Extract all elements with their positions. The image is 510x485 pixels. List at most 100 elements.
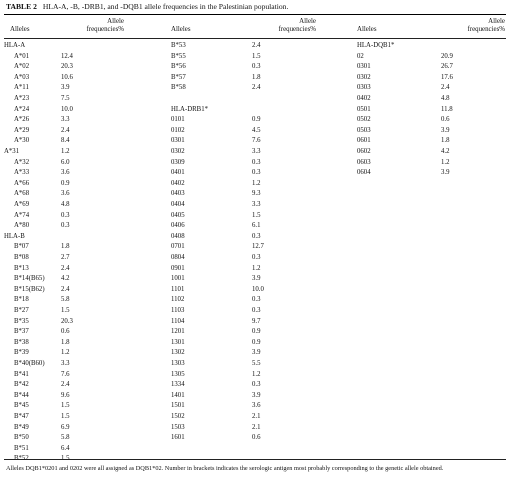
allele-frequency: 3.9	[441, 126, 450, 134]
allele-frequency: 4.5	[252, 126, 261, 134]
allele-name: 0403	[171, 190, 185, 198]
allele-name: 0406	[171, 222, 185, 230]
allele-frequency: 7.6	[61, 370, 70, 378]
table-row: 0102 4.5	[171, 126, 321, 137]
allele-frequency: 2.4	[61, 381, 70, 389]
allele-frequency: 1.2	[252, 264, 261, 272]
top-rule	[4, 14, 506, 15]
bottom-rule	[4, 459, 506, 460]
allele-frequency: 0.6	[441, 116, 450, 124]
allele-name: B*51	[14, 444, 29, 452]
allele-frequency: 20.3	[61, 317, 73, 325]
allele-name: B*49	[14, 423, 29, 431]
allele-frequency: 5.8	[61, 434, 70, 442]
table-row: 1201 0.9	[171, 327, 321, 338]
allele-name: 0602	[357, 148, 371, 155]
allele-name: HLA-A	[4, 42, 26, 49]
table-row: B*52 1.5	[4, 454, 154, 465]
table-row: A*32 6.0	[4, 158, 154, 169]
table-row: 0302 17.6	[357, 73, 507, 84]
allele-frequency: 2.4	[252, 84, 261, 92]
allele-frequency: 0.3	[252, 232, 261, 240]
allele-frequency: 3.3	[252, 201, 261, 208]
table-row: A*01 12.4	[4, 52, 154, 63]
allele-frequency: 7.6	[252, 137, 261, 145]
table-row: 1401 3.9	[171, 391, 321, 402]
col1-header-freq-line2: frequencies%	[86, 26, 125, 33]
table-row: A*68 3.6	[4, 189, 154, 200]
allele-name: HLA-DRB1*	[171, 105, 209, 113]
table-row: 0604 3.9	[357, 168, 507, 179]
table-row: 0501 11.8	[357, 105, 507, 116]
allele-frequency: 9.6	[61, 391, 70, 399]
allele-name: A*68	[14, 190, 30, 198]
allele-name: 0302	[357, 73, 371, 81]
allele-frequency: 8.4	[61, 137, 70, 145]
allele-name: 1201	[171, 328, 185, 336]
table-row: B*14(B65) 4.2	[4, 274, 154, 285]
allele-frequency: 1.2	[252, 179, 261, 187]
table-row	[171, 94, 321, 105]
table-row: 1103 0.3	[171, 306, 321, 317]
allele-frequency: 10.0	[252, 285, 264, 293]
header-rule	[4, 38, 506, 39]
table-row: 1502 2.1	[171, 412, 321, 423]
allele-frequency: 1.8	[61, 243, 70, 251]
table-row: A*03 10.6	[4, 73, 154, 84]
col1-header-alleles: Alleles	[10, 26, 30, 33]
allele-name: A*03	[14, 73, 30, 81]
allele-name: A*32	[14, 158, 30, 166]
allele-frequency: 10.0	[61, 105, 73, 113]
col1-header-frequency: Allele frequencies%	[60, 18, 125, 34]
table-row: B*57 1.8	[171, 73, 321, 84]
allele-frequency: 26.7	[441, 63, 453, 71]
table-row: B*49 6.9	[4, 423, 154, 434]
allele-frequency: 2.7	[61, 254, 70, 261]
table-row: 0301 26.7	[357, 62, 507, 73]
allele-name: B*56	[171, 63, 186, 71]
table-row: 0101 0.9	[171, 115, 321, 126]
allele-frequency: 0.9	[252, 116, 261, 124]
allele-frequency: 0.9	[61, 179, 70, 187]
allele-frequency: 6.4	[61, 444, 70, 452]
allele-name: 1103	[171, 307, 185, 314]
table-row: 0502 0.6	[357, 115, 507, 126]
allele-name: 0101	[171, 116, 185, 124]
allele-frequency: 0.3	[252, 307, 261, 314]
allele-frequency: 6.1	[252, 222, 261, 230]
table-row: B*38 1.8	[4, 338, 154, 349]
table-footnote: Alleles DQB1*0201 and 0202 were all assi…	[6, 465, 444, 472]
allele-frequency: 7.5	[61, 95, 70, 102]
allele-name: 0503	[357, 126, 371, 134]
allele-frequency: 3.3	[252, 148, 261, 155]
table-title: HLA-A, -B, -DRB1, and -DQB1 allele frequ…	[42, 2, 289, 11]
table-row: B*53 2.4	[171, 41, 321, 52]
table-row: 0403 9.3	[171, 189, 321, 200]
allele-name: B*40(B60)	[14, 360, 45, 367]
allele-name: 1334	[171, 381, 185, 389]
allele-name: 1101	[171, 285, 185, 293]
table-label: TABLE 2	[6, 2, 37, 11]
table-row: A*24 10.0	[4, 105, 154, 116]
allele-frequency: 3.9	[252, 275, 261, 283]
allele-frequency: 1.5	[61, 402, 70, 410]
allele-frequency: 20.3	[61, 63, 73, 71]
col3-header-freq-line1: Allele	[488, 18, 505, 25]
table-row: B*56 0.3	[171, 62, 321, 73]
allele-frequency: 0.6	[252, 434, 261, 442]
allele-name: B*55	[171, 52, 186, 60]
table-row: B*47 1.5	[4, 412, 154, 423]
allele-frequency: 4.2	[61, 275, 70, 283]
table-row: 0402 4.8	[357, 94, 507, 105]
table-row: B*51 6.4	[4, 444, 154, 455]
allele-name: B*50	[14, 434, 29, 442]
allele-name: HLA-B	[4, 232, 25, 240]
allele-name: 1501	[171, 402, 185, 410]
table-row: 0408 0.3	[171, 232, 321, 243]
col1-header-freq-line1: Allele	[107, 18, 124, 25]
allele-name: B*44	[14, 391, 29, 399]
allele-frequency: 1.5	[252, 52, 261, 60]
table-row: A*02 20.3	[4, 62, 154, 73]
table-row: 1102 0.3	[171, 295, 321, 306]
allele-name: A*30	[14, 137, 30, 145]
